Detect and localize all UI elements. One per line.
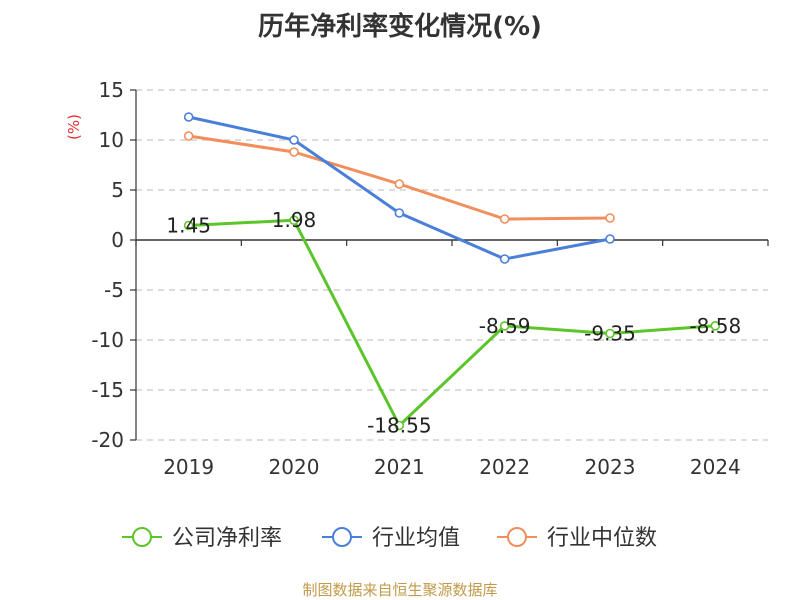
x-tick-label: 2022 — [479, 455, 530, 479]
data-point — [289, 215, 299, 225]
data-point — [394, 208, 405, 218]
data-point — [499, 214, 510, 224]
legend: 公司净利率 行业均值 行业中位数 — [122, 526, 657, 551]
data-point — [183, 131, 194, 141]
x-tick-label: 2023 — [585, 455, 636, 479]
data-point — [605, 328, 615, 339]
legend-marker — [332, 527, 352, 547]
y-tick-label: 5 — [111, 178, 124, 202]
data-label-layer: 1.45 1.98 -18.55 -8.59 -9.35 -8.58 — [166, 208, 741, 437]
data-point — [183, 112, 194, 122]
series-line — [188, 134, 611, 221]
y-tick-label: -15 — [91, 378, 124, 402]
y-tick-label: -20 — [91, 428, 124, 452]
y-axis-label: (%) — [65, 114, 83, 140]
data-label: 1.98 — [272, 208, 317, 232]
data-point — [183, 220, 194, 231]
data-label: 1.45 — [166, 214, 211, 238]
data-point — [394, 420, 405, 431]
legend-marker — [132, 527, 152, 547]
data-point — [499, 321, 510, 331]
data-label: -8.59 — [479, 314, 531, 338]
legend-marker — [507, 527, 527, 547]
data-label: -18.55 — [367, 414, 431, 438]
data-point — [605, 213, 615, 223]
axis-layer: 15 10 5 0 -5 -10 -15 -20 2019 2020 2021 2022 2023 202… — [91, 78, 769, 479]
x-tick-label: 2021 — [374, 455, 425, 479]
data-label: -9.35 — [584, 322, 636, 346]
y-tick-label: -5 — [104, 278, 124, 302]
data-point — [605, 234, 615, 244]
data-label: -8.58 — [689, 314, 741, 338]
legend-label: 行业中位数 — [547, 526, 657, 551]
data-point — [394, 179, 405, 189]
x-tick-label: 2020 — [269, 455, 320, 479]
chart-title: 历年净利率变化情况(%) — [258, 12, 542, 42]
data-point — [499, 254, 510, 264]
data-point — [710, 320, 721, 331]
y-tick-label: 10 — [99, 128, 124, 152]
x-tick-label: 2019 — [163, 455, 214, 479]
legend-label: 公司净利率 — [172, 526, 282, 551]
source-caption: 制图数据来自恒生聚源数据库 — [302, 581, 498, 599]
x-tick-label: 2024 — [690, 455, 741, 479]
legend-label: 行业均值 — [372, 526, 460, 551]
series-layer — [183, 112, 721, 431]
data-point — [289, 135, 299, 145]
data-point — [289, 147, 299, 157]
y-tick-label: 0 — [111, 228, 124, 252]
y-tick-label: -10 — [91, 328, 124, 352]
series-line — [188, 218, 716, 427]
y-tick-label: 15 — [99, 78, 124, 102]
